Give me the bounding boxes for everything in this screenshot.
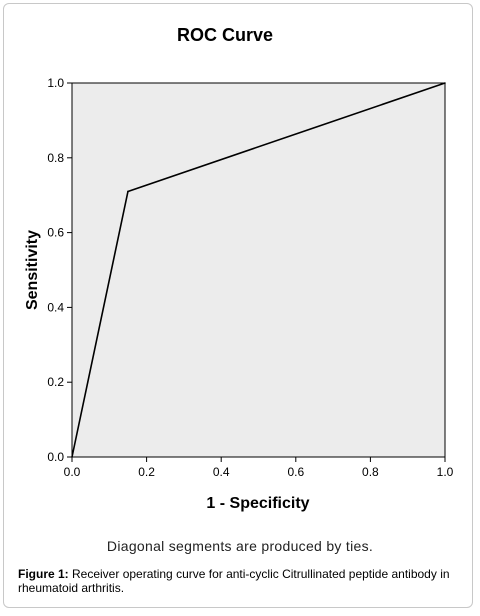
roc-curve-point — [71, 456, 73, 458]
y-tick-label: 0.6 — [47, 226, 64, 240]
caption-prefix: Figure 1: — [18, 567, 69, 581]
y-tick-label: 0.2 — [47, 375, 64, 389]
x-tick-label: 0.6 — [287, 465, 304, 479]
x-tick-label: 1.0 — [437, 465, 454, 479]
chart-title: ROC Curve — [177, 25, 273, 45]
x-axis-label: 1 - Specificity — [206, 495, 309, 512]
figure-caption: Figure 1: Receiver operating curve for a… — [18, 567, 468, 595]
x-tick-label: 0.0 — [64, 465, 81, 479]
y-tick-label: 0.4 — [47, 300, 64, 314]
x-axis-ticks: 0.0 0.2 0.4 0.6 0.8 1.0 — [64, 457, 454, 479]
y-tick-label: 0.0 — [47, 450, 64, 464]
y-tick-label: 1.0 — [47, 76, 64, 90]
x-tick-label: 0.8 — [362, 465, 379, 479]
roc-curve-point — [444, 82, 446, 84]
y-tick-label: 0.8 — [47, 151, 64, 165]
plot-area — [71, 82, 446, 458]
roc-curve-point — [127, 190, 129, 193]
series-layer — [71, 82, 446, 458]
chart-footnote: Diagonal segments are produced by ties. — [106, 538, 374, 554]
x-tick-label: 0.2 — [138, 465, 155, 479]
y-axis-ticks: 0.0 0.2 0.4 0.6 0.8 1.0 — [47, 76, 72, 464]
caption-text: Receiver operating curve for anti-cyclic… — [18, 567, 450, 595]
roc-chart: ROC Curve 0.00.20.40.60.81.0 0.0 0.2 0.4 0.… — [24, 25, 454, 512]
y-axis-label: Sensitivity — [24, 230, 41, 310]
x-tick-label: 0.4 — [213, 465, 230, 479]
